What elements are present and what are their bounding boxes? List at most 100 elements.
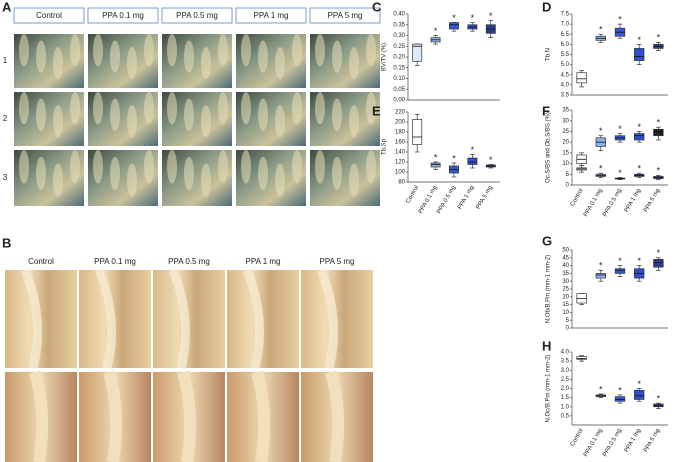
column-header: PPA 0.5 mg	[176, 11, 218, 20]
trabecula	[258, 156, 268, 191]
bone-trabecula	[168, 268, 190, 370]
y-tick-label: 80	[398, 180, 405, 186]
trabecula	[349, 46, 359, 80]
significance-marker: *	[471, 13, 475, 23]
trabecula	[70, 92, 80, 125]
bone-trabecula	[177, 370, 197, 462]
trabecula	[315, 150, 325, 184]
trabecula	[110, 98, 120, 131]
significance-marker: *	[434, 152, 438, 162]
y-tick-label: 100	[395, 170, 406, 176]
y-tick-label: 6.0	[561, 42, 570, 48]
y-axis-label: BV/TV (%)	[382, 43, 388, 71]
box	[614, 268, 626, 274]
significance-marker: *	[618, 385, 622, 395]
box	[467, 157, 478, 165]
significance-marker: *	[657, 248, 661, 258]
significance-marker: *	[657, 118, 661, 128]
y-tick-label: 0.5	[561, 413, 570, 419]
x-tick-label: PPA 0.5 mg	[436, 185, 457, 215]
box	[576, 72, 587, 84]
significance-marker: *	[489, 155, 493, 165]
y-tick-label: 220	[395, 110, 406, 116]
significance-marker: *	[489, 11, 493, 21]
trabecula	[110, 156, 120, 191]
bone-trabecula	[316, 268, 338, 370]
box	[634, 48, 645, 61]
trabecula	[275, 163, 285, 198]
trabecula	[241, 92, 251, 125]
y-tick-label: 3.0	[561, 368, 570, 374]
trabecula	[349, 104, 359, 138]
trabecula	[332, 40, 342, 73]
significance-marker: *	[618, 256, 622, 266]
significance-marker: *	[599, 384, 603, 394]
significance-marker: *	[637, 256, 641, 266]
y-tick-label: 0.10	[393, 76, 405, 82]
significance-marker: *	[452, 153, 456, 163]
y-tick-label: 5.5	[561, 52, 570, 58]
y-tick-label: 50	[562, 248, 569, 254]
trabecula	[36, 156, 46, 191]
y-tick-label: 0.25	[393, 44, 405, 50]
trabecula	[144, 150, 154, 184]
column-header: Control	[28, 257, 54, 266]
y-tick-label: 25	[562, 287, 569, 293]
y-tick-label: 45	[562, 255, 569, 261]
significance-marker: *	[657, 393, 661, 403]
panel-label: B	[2, 235, 11, 250]
y-tick-label: 25	[562, 129, 569, 135]
x-tick-label: PPA 0.5 mg	[602, 188, 623, 218]
trabecula	[144, 34, 154, 67]
trabecula	[53, 104, 63, 138]
trabecula	[315, 92, 325, 125]
y-axis-label: Tb.N	[546, 48, 552, 61]
panel-label: F	[542, 103, 550, 118]
trabecula	[366, 150, 376, 184]
y-tick-label: 3.5	[561, 359, 570, 365]
bone-trabecula	[242, 268, 264, 370]
x-tick-label: PPA 1 mg	[624, 188, 642, 214]
trabecula	[93, 92, 103, 125]
y-tick-label: 2.0	[561, 386, 570, 392]
y-tick-label: 2.5	[561, 377, 570, 383]
significance-marker: *	[637, 122, 641, 132]
panel-label: E	[372, 103, 381, 118]
y-tick-label: 120	[395, 160, 406, 166]
significance-marker: *	[637, 379, 641, 389]
box	[576, 356, 587, 360]
panel-label: A	[2, 0, 12, 14]
y-tick-label: 5	[566, 318, 570, 324]
box	[634, 133, 645, 141]
y-tick-label: 10	[562, 161, 569, 167]
trabecula	[275, 46, 285, 80]
trabecula	[201, 104, 211, 138]
panel-label: D	[542, 0, 551, 14]
y-tick-label: 35	[562, 271, 569, 277]
x-tick-label: Control	[570, 428, 585, 448]
bone-trabecula	[103, 370, 123, 462]
trabecula	[201, 163, 211, 198]
x-tick-label: PPA 0.1 mg	[418, 185, 439, 215]
trabecula	[218, 150, 228, 184]
y-axis-label: Oc.S/BS and Ob.S/BS (%)	[546, 112, 552, 183]
y-tick-label: 6.5	[561, 32, 570, 38]
box	[595, 273, 606, 279]
column-header-box	[13, 7, 85, 24]
box	[412, 119, 423, 145]
column-header: PPA 0.1 mg	[94, 257, 136, 266]
x-tick-label: PPA 0.5 mg	[602, 428, 623, 458]
significance-marker: *	[452, 13, 456, 23]
y-tick-label: 0.05	[393, 87, 405, 93]
y-tick-label: 0.15	[393, 65, 405, 71]
column-header-box	[161, 7, 233, 24]
trabecula	[93, 150, 103, 184]
trabecula	[241, 150, 251, 184]
bone-trabecula	[20, 268, 42, 370]
y-tick-label: 0.40	[393, 12, 405, 18]
significance-marker: *	[637, 164, 641, 174]
x-tick-label: PPA 0.1 mg	[583, 188, 604, 218]
significance-marker: *	[434, 26, 438, 36]
trabecula	[349, 163, 359, 198]
